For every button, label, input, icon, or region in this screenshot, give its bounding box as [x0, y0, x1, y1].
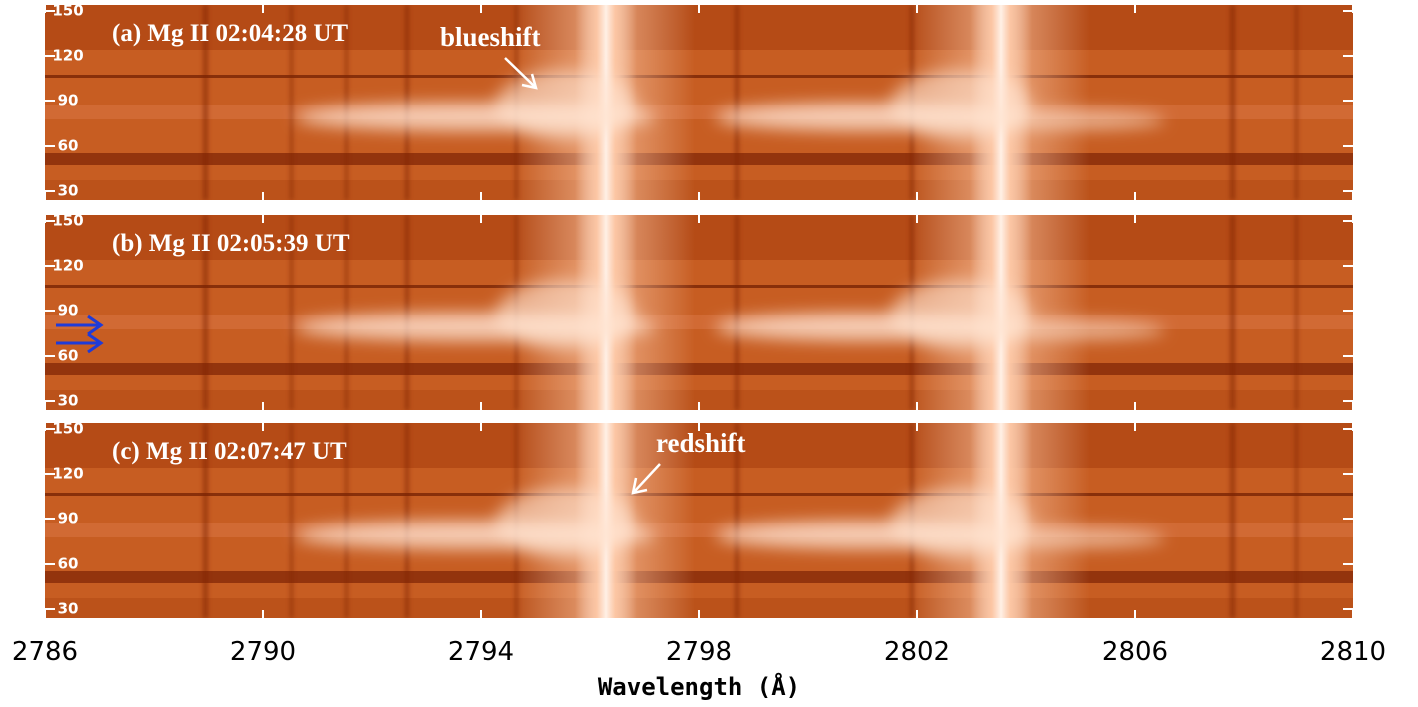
x-tick-label: 2798	[666, 637, 732, 667]
y-tick-label: 60	[58, 347, 79, 365]
panel-title: (a) Mg II 02:04:28 UT	[112, 20, 348, 47]
x-tick-label: 2790	[230, 637, 296, 667]
y-tick-label: 90	[58, 92, 79, 110]
panel: 30 60 90 120 150 (a) Mg II 02:04:28 UT	[44, 2, 1354, 200]
y-tick-label: 30	[58, 182, 79, 200]
y-tick-label: 120	[52, 47, 83, 65]
y-tick-label: 60	[58, 555, 79, 573]
annotation-arrow	[504, 57, 538, 90]
annotation: blueshift	[440, 22, 541, 52]
x-tick-label: 2786	[12, 637, 78, 667]
annotation: redshift	[656, 428, 746, 458]
x-axis-label: Wavelength (Å)	[598, 672, 800, 701]
x-tick-label: 2802	[884, 637, 950, 667]
panel-title: (c) Mg II 02:07:47 UT	[112, 438, 347, 465]
y-tick-label: 120	[52, 465, 83, 483]
x-tick-label: 2806	[1102, 637, 1168, 667]
blue-arrows	[56, 314, 104, 354]
y-tick-label: 150	[52, 420, 83, 438]
y-tick-label: 30	[58, 392, 79, 410]
y-tick-label: 60	[58, 137, 79, 155]
y-tick-label: 150	[52, 212, 83, 230]
y-tick-label: 90	[58, 510, 79, 528]
y-tick-label: 120	[52, 257, 83, 275]
x-tick-label: 2810	[1320, 637, 1386, 667]
y-tick-label: 30	[58, 600, 79, 618]
x-tick-label: 2794	[448, 637, 514, 667]
y-tick-label: 150	[52, 2, 83, 20]
arrow	[56, 332, 104, 354]
panels: 30 60 90 120 150 (a) Mg II 02:04:28 UT 30 60 90 1…	[44, 2, 1354, 618]
y-tick-label: 90	[58, 302, 79, 320]
arrow	[56, 314, 104, 336]
panel-title: (b) Mg II 02:05:39 UT	[112, 230, 350, 257]
panel: 30 60 90 120 150 (b) Mg II 02:05:39 UT	[44, 212, 1354, 410]
annotation-arrow	[631, 463, 661, 495]
panel: 30 60 90 120 150 (c) Mg II 02:07:47 UT	[44, 420, 1354, 618]
